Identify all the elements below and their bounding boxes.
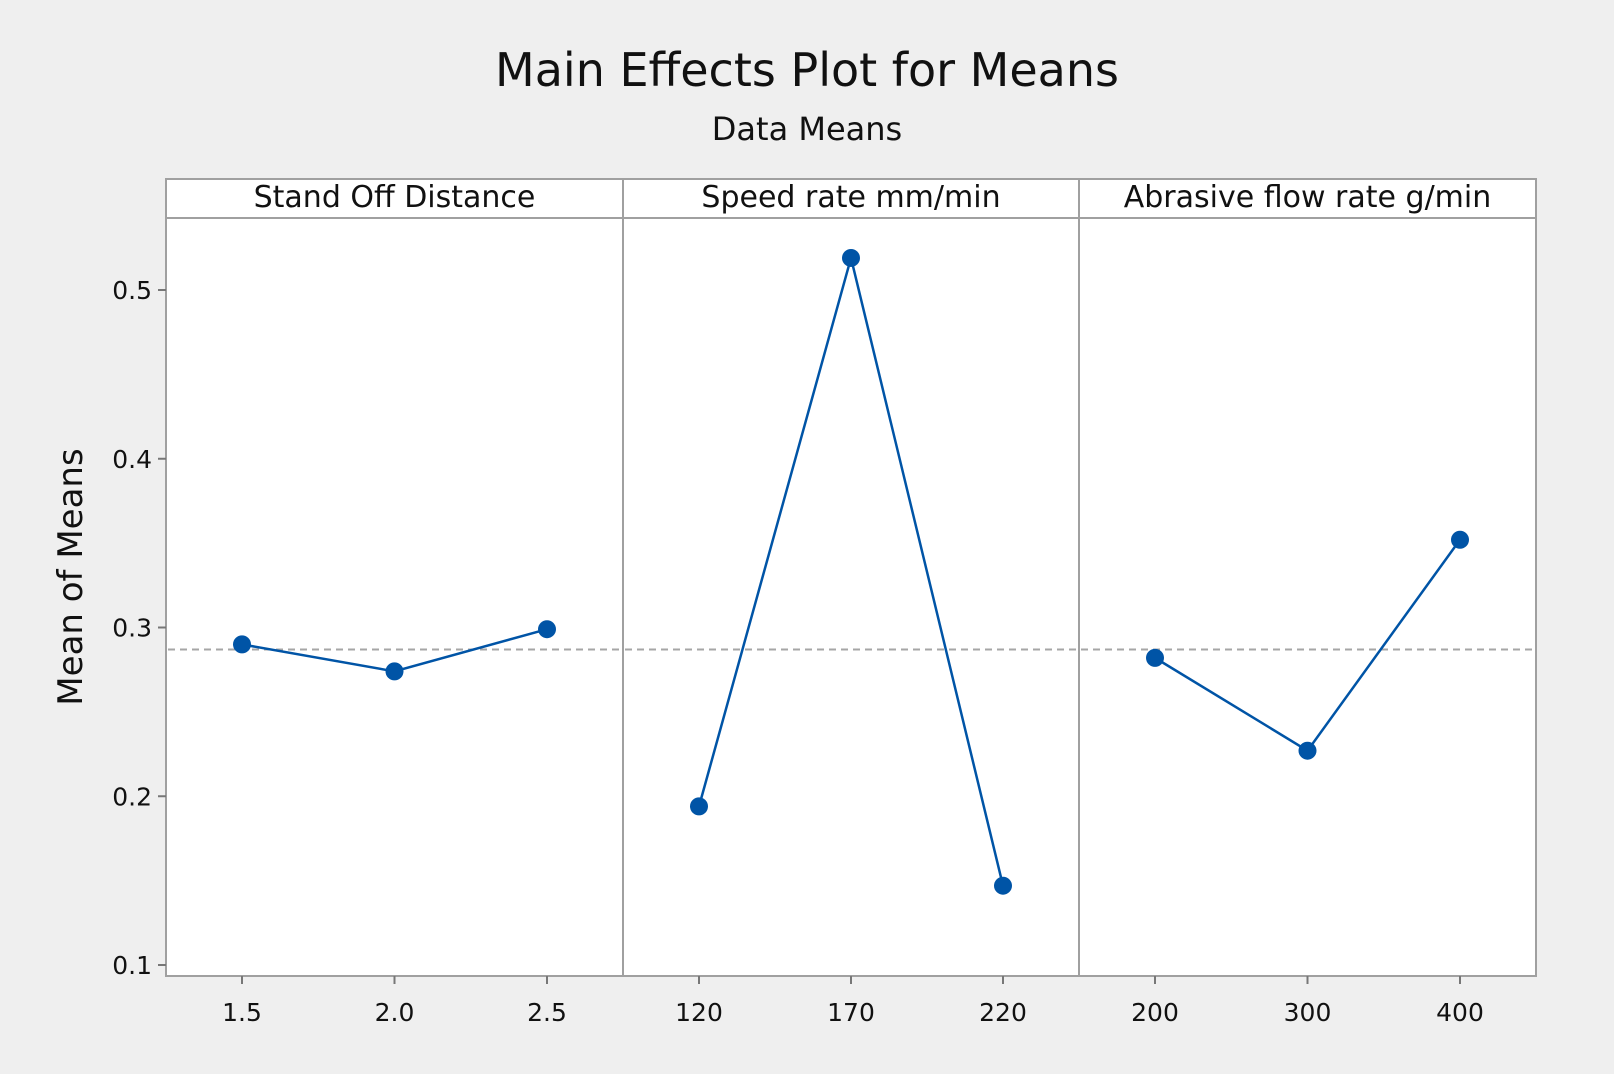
y-tick-label: 0.4 — [112, 445, 152, 474]
panel-header: Stand Off Distance — [254, 180, 536, 215]
x-tick-label: 220 — [979, 998, 1027, 1027]
y-tick-label: 0.1 — [112, 951, 152, 980]
data-point — [538, 620, 556, 639]
chart-title: Main Effects Plot for Means — [495, 43, 1119, 97]
data-point — [1298, 741, 1317, 760]
y-tick-label: 0.2 — [112, 782, 152, 811]
x-tick-label: 200 — [1131, 998, 1179, 1027]
data-point — [1146, 648, 1164, 667]
x-tick-label: 1.5 — [222, 998, 262, 1027]
data-point — [233, 635, 251, 654]
panel-header: Speed rate mm/min — [701, 180, 1000, 215]
x-tick-label: 400 — [1436, 998, 1484, 1027]
x-tick-label: 2.5 — [527, 998, 567, 1027]
x-tick-label: 120 — [675, 998, 723, 1027]
plot-frame — [165, 178, 1537, 977]
y-tick-label: 0.3 — [112, 614, 152, 643]
x-tick-label: 300 — [1284, 998, 1332, 1027]
data-point — [385, 662, 404, 681]
data-point — [1451, 530, 1469, 549]
panel-header: Abrasive flow rate g/min — [1124, 180, 1492, 215]
data-point — [690, 797, 708, 816]
y-axis-label: Mean of Means — [51, 448, 91, 705]
y-tick-label: 0.5 — [112, 276, 152, 305]
x-tick-label: 2.0 — [375, 998, 415, 1027]
chart-subtitle: Data Means — [712, 110, 902, 148]
data-point — [994, 876, 1012, 895]
x-tick-label: 170 — [827, 998, 875, 1027]
data-point — [842, 248, 860, 267]
